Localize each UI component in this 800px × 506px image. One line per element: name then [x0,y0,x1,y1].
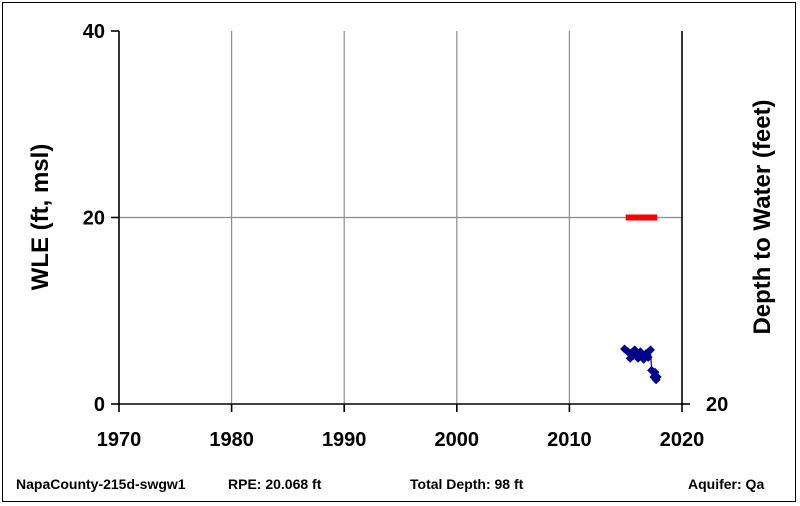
data-point-13 [645,345,655,355]
data-point-12 [643,352,653,362]
y-axis-title-left: WLE (ft, msl) [27,144,54,291]
total-depth-value: Total Depth: 98 ft [410,476,524,492]
x-tick-label-1980: 1980 [209,429,254,451]
footer-bar: NapaCounty-215d-swgw1 RPE: 20.068 ft Tot… [0,470,800,500]
rpe-value: RPE: 20.068 ft [228,476,322,492]
grid-lines [119,31,682,404]
tick-labels: 1970 1980 1990 2000 2010 2020 0 20 40 20 [83,21,729,451]
y-tick-label-40: 40 [83,21,105,43]
x-tick-label-1970: 1970 [97,429,142,451]
well-name: NapaCounty-215d-swgw1 [16,476,186,492]
x-tick-label-2000: 2000 [435,429,480,451]
aquifer-value: Aquifer: Qa [688,476,765,492]
x-tick-label-2020: 2020 [660,429,705,451]
right-tick-label-20: 20 [706,394,728,416]
y-axis-title-right: Depth to Water (feet) [749,99,776,334]
series-layer [620,344,662,385]
y-tick-label-0: 0 [94,394,105,416]
x-tick-label-2010: 2010 [547,429,592,451]
y-tick-label-20: 20 [83,208,105,230]
axes [111,30,690,412]
x-tick-label-1990: 1990 [322,429,367,451]
data-point-18 [652,372,662,382]
